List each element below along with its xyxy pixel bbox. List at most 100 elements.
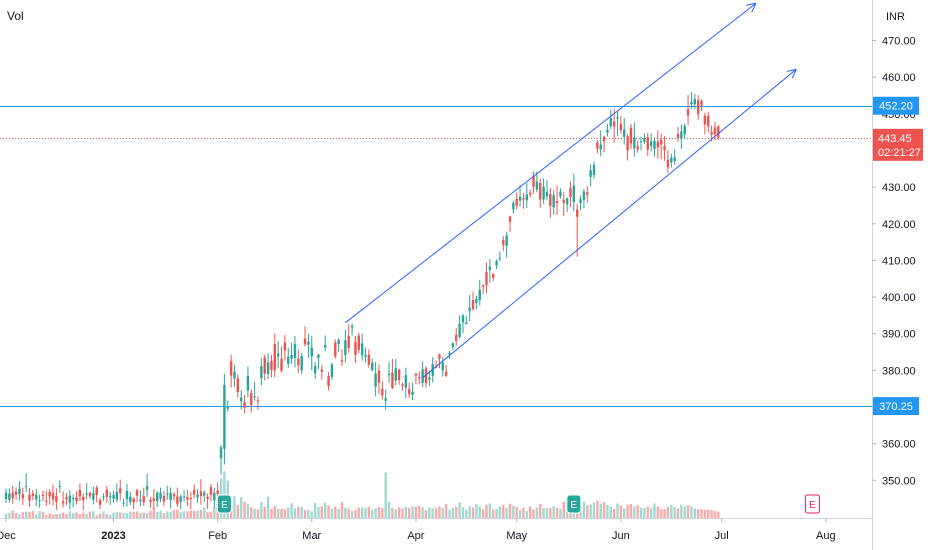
candle-body [438,354,441,359]
candle [112,490,115,503]
channel-trend-line[interactable] [422,70,796,379]
candle-body [408,389,411,395]
volume-bar [360,507,364,518]
volume-bar [129,511,132,518]
candle-body [592,165,596,176]
candle-body [418,376,421,379]
candle-body [219,447,223,459]
candle-body [690,102,693,105]
candle-body [108,496,112,498]
candle [364,347,367,363]
volume-bar [381,507,384,518]
candle [149,497,152,508]
candle-body [142,496,145,503]
volume-bar [68,511,72,518]
candle [334,339,337,359]
candle [360,333,364,361]
volume-bar [102,511,105,518]
candle-body [337,339,340,344]
candle [465,315,468,325]
candle [508,215,512,233]
candle [643,133,646,145]
candle-body [508,216,512,222]
candle-body [606,129,609,133]
candle-body [498,257,502,259]
candle [4,488,8,504]
volume-bar [528,506,532,518]
candle-body [488,266,492,270]
candle-body [8,493,11,500]
candle-body [703,115,707,125]
candle [475,295,478,310]
candle-body [186,497,189,500]
candle [552,189,555,215]
candle [186,489,189,506]
candle-body [696,99,700,115]
volume-bar [132,511,135,518]
candle-body [680,131,683,139]
candle [690,92,693,109]
candle [88,491,92,499]
candle [226,400,229,412]
volume-bar [115,512,119,518]
volume-bar [122,512,125,518]
volume-bar [465,510,468,518]
candle [471,291,475,311]
candle-body [481,284,485,287]
price-label-bg [873,96,919,115]
volume-bar [629,504,633,518]
candle-body [448,353,451,355]
candle [485,262,488,294]
price-tick-label: 430.00 [882,182,916,194]
candle-body [673,157,676,162]
candle-body [475,298,478,303]
candle-body [179,496,182,502]
price-tick-label: 350.00 [882,475,916,487]
candle [152,489,156,510]
earnings-marker[interactable]: E [216,494,232,514]
candle-body [310,347,313,357]
volume-bar [559,509,562,518]
volume-bar [424,510,428,518]
candle [324,335,327,352]
volume-bar [481,509,485,518]
price-label-text: 452.20 [879,101,913,113]
candle-body [18,488,21,495]
candle [176,487,179,508]
volume-bar [606,505,609,518]
candle [115,483,119,503]
candle [528,189,532,198]
candle-body [360,343,364,355]
candle-body [85,493,88,495]
candle [340,349,344,366]
volume-bar [549,507,552,518]
candle [253,382,256,401]
candle-body [461,315,465,323]
candle-body [609,118,612,126]
candle [589,164,592,187]
candle-body [542,186,545,200]
candle-body [602,136,606,142]
volume-bar [38,511,41,518]
candle-body [522,198,525,200]
time-tick-label: Feb [208,530,227,542]
candle-body [92,493,95,500]
candle-body [75,497,78,502]
volume-bar [592,502,596,518]
earnings-marker[interactable]: E [804,494,820,514]
candle-body [199,491,203,497]
candle-body [320,369,324,372]
volume-bar [700,508,703,518]
candle-body [552,195,555,208]
candle-body [589,170,592,177]
volume-bar [508,503,512,518]
earnings-marker[interactable]: E [566,494,582,514]
channel-trend-line[interactable] [345,4,755,324]
candle-body [596,142,599,149]
price-tick-label: 410.00 [882,255,916,267]
volume-bar [8,512,11,518]
volume-bar [377,507,381,518]
candle-body [700,100,703,106]
candle [156,491,159,508]
